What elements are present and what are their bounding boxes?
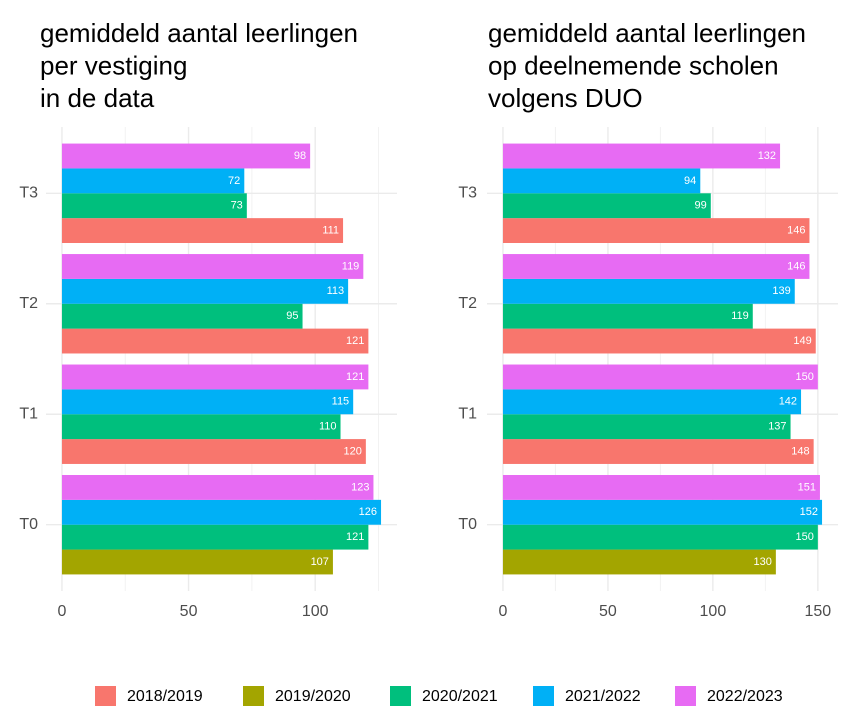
- chart-title: volgens DUO: [488, 83, 643, 113]
- bar: [502, 278, 795, 304]
- data-label: 123: [351, 481, 369, 493]
- data-label: 148: [791, 445, 809, 457]
- bar: [502, 143, 781, 169]
- data-label: 72: [228, 175, 240, 187]
- y-tick-label: T1: [458, 405, 477, 422]
- data-label: 110: [319, 421, 337, 433]
- bar: [61, 389, 354, 415]
- bar: [502, 549, 776, 575]
- data-label: 149: [793, 335, 811, 347]
- data-label: 119: [342, 260, 360, 272]
- bar: [502, 524, 818, 550]
- bar: [502, 475, 820, 500]
- data-label: 98: [294, 150, 306, 162]
- data-label: 111: [322, 224, 339, 236]
- bar: [61, 524, 369, 550]
- x-tick-label: 100: [302, 603, 329, 620]
- data-label: 150: [795, 371, 813, 383]
- chart-title: gemiddeld aantal leerlingen: [40, 18, 358, 48]
- bar: [61, 303, 303, 329]
- bar: [61, 499, 382, 525]
- chart-title: gemiddeld aantal leerlingen: [488, 18, 806, 48]
- x-tick-label: 100: [700, 603, 727, 620]
- bar: [502, 414, 791, 440]
- chart-title: per vestiging: [40, 50, 187, 80]
- legend-label: 2019/2020: [275, 688, 351, 705]
- bar: [502, 499, 823, 525]
- x-tick-label: 50: [180, 603, 198, 620]
- data-label: 146: [787, 260, 805, 272]
- legend-label: 2022/2023: [707, 688, 783, 705]
- data-label: 151: [798, 481, 816, 493]
- x-tick-label: 50: [599, 603, 617, 620]
- data-label: 119: [731, 310, 749, 322]
- bar: [502, 364, 818, 390]
- legend-swatch: [243, 686, 264, 706]
- data-label: 121: [346, 371, 364, 383]
- chart-title: in de data: [40, 83, 155, 113]
- bar: [61, 193, 247, 219]
- bar: [502, 218, 810, 243]
- x-tick-label: 0: [499, 603, 508, 620]
- y-tick-label: T2: [458, 295, 477, 312]
- legend-swatch: [95, 686, 116, 706]
- bar: [61, 364, 369, 390]
- bar: [61, 278, 349, 304]
- data-label: 120: [343, 445, 361, 457]
- y-tick-label: T1: [19, 405, 38, 422]
- bar: [502, 439, 814, 464]
- bar: [61, 414, 341, 440]
- bar: [502, 303, 753, 329]
- y-tick-label: T3: [458, 185, 477, 202]
- x-tick-label: 150: [804, 603, 831, 620]
- bar: [61, 549, 333, 575]
- bar: [61, 254, 364, 279]
- data-label: 137: [768, 421, 786, 433]
- data-label: 99: [695, 200, 707, 212]
- data-label: 95: [286, 310, 298, 322]
- data-label: 113: [327, 285, 345, 297]
- y-tick-label: T0: [19, 516, 38, 533]
- bar: [502, 193, 711, 219]
- y-tick-label: T2: [19, 295, 38, 312]
- x-tick-label: 0: [58, 603, 67, 620]
- data-label: 146: [787, 224, 805, 236]
- legend-swatch: [390, 686, 411, 706]
- data-label: 139: [772, 285, 790, 297]
- chart-title: op deelnemende scholen: [488, 50, 779, 80]
- data-label: 152: [800, 506, 818, 518]
- bar: [502, 328, 816, 354]
- data-label: 121: [346, 335, 364, 347]
- bar: [61, 439, 366, 464]
- data-label: 126: [359, 506, 377, 518]
- data-label: 73: [231, 200, 243, 212]
- legend-label: 2021/2022: [565, 688, 641, 705]
- y-tick-label: T0: [458, 516, 477, 533]
- data-label: 150: [795, 531, 813, 543]
- bar: [61, 218, 344, 243]
- data-label: 121: [346, 531, 364, 543]
- bar: [61, 328, 369, 354]
- bar: [61, 143, 311, 169]
- data-label: 132: [758, 150, 776, 162]
- bar: [502, 389, 802, 415]
- data-label: 142: [779, 396, 797, 408]
- bar: [502, 254, 810, 279]
- legend-swatch: [533, 686, 554, 706]
- legend-label: 2018/2019: [127, 688, 203, 705]
- bar: [61, 168, 245, 194]
- data-label: 107: [311, 556, 329, 568]
- legend-swatch: [675, 686, 696, 706]
- bar: [61, 475, 374, 500]
- legend-label: 2020/2021: [422, 688, 498, 705]
- data-label: 115: [332, 396, 350, 408]
- data-label: 94: [684, 175, 696, 187]
- bar: [502, 168, 701, 194]
- data-label: 130: [754, 556, 772, 568]
- y-tick-label: T3: [19, 185, 38, 202]
